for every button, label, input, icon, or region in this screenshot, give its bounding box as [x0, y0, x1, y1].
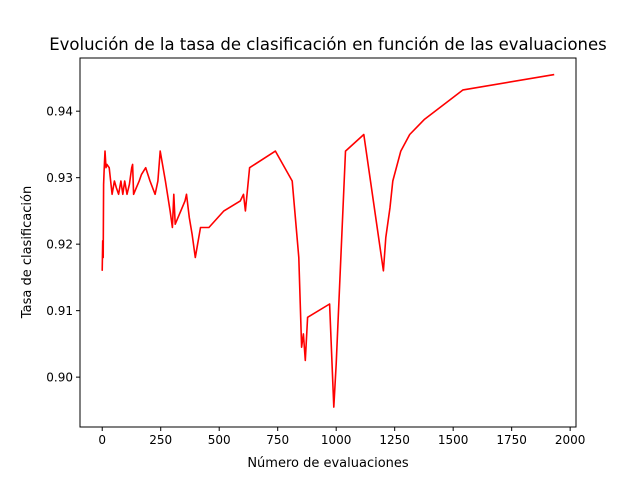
x-tick-label: 1750: [496, 433, 527, 447]
x-tick-label: 1000: [321, 433, 352, 447]
x-tick-label: 250: [149, 433, 172, 447]
y-axis-label: Tasa de clasificación: [20, 186, 35, 319]
x-tick-label: 750: [266, 433, 289, 447]
y-tick-label: 0.91: [46, 304, 73, 318]
x-tick-label: 1250: [379, 433, 410, 447]
y-tick-label: 0.93: [46, 171, 73, 185]
chart-title: Evolución de la tasa de clasificación en…: [49, 35, 607, 54]
y-axis-ticks: 0.90 0.91 0.92 0.93 0.94: [46, 105, 80, 385]
x-tick-label: 500: [208, 433, 231, 447]
plot-frame: [79, 57, 577, 428]
x-tick-label: 1500: [438, 433, 469, 447]
plot-area: [79, 57, 577, 428]
x-axis-ticks: 0 250 500 750 1000 1250 1500 1750 2000: [98, 427, 585, 447]
y-tick-label: 0.92: [46, 238, 73, 252]
x-axis-label: Número de evaluaciones: [247, 456, 409, 471]
series-line-0: [101, 73, 555, 408]
plot-background: [80, 58, 576, 427]
y-tick-label: 0.94: [46, 105, 73, 119]
x-tick-label: 2000: [555, 433, 586, 447]
y-tick-label: 0.90: [46, 371, 73, 385]
x-tick-label: 0: [98, 433, 106, 447]
